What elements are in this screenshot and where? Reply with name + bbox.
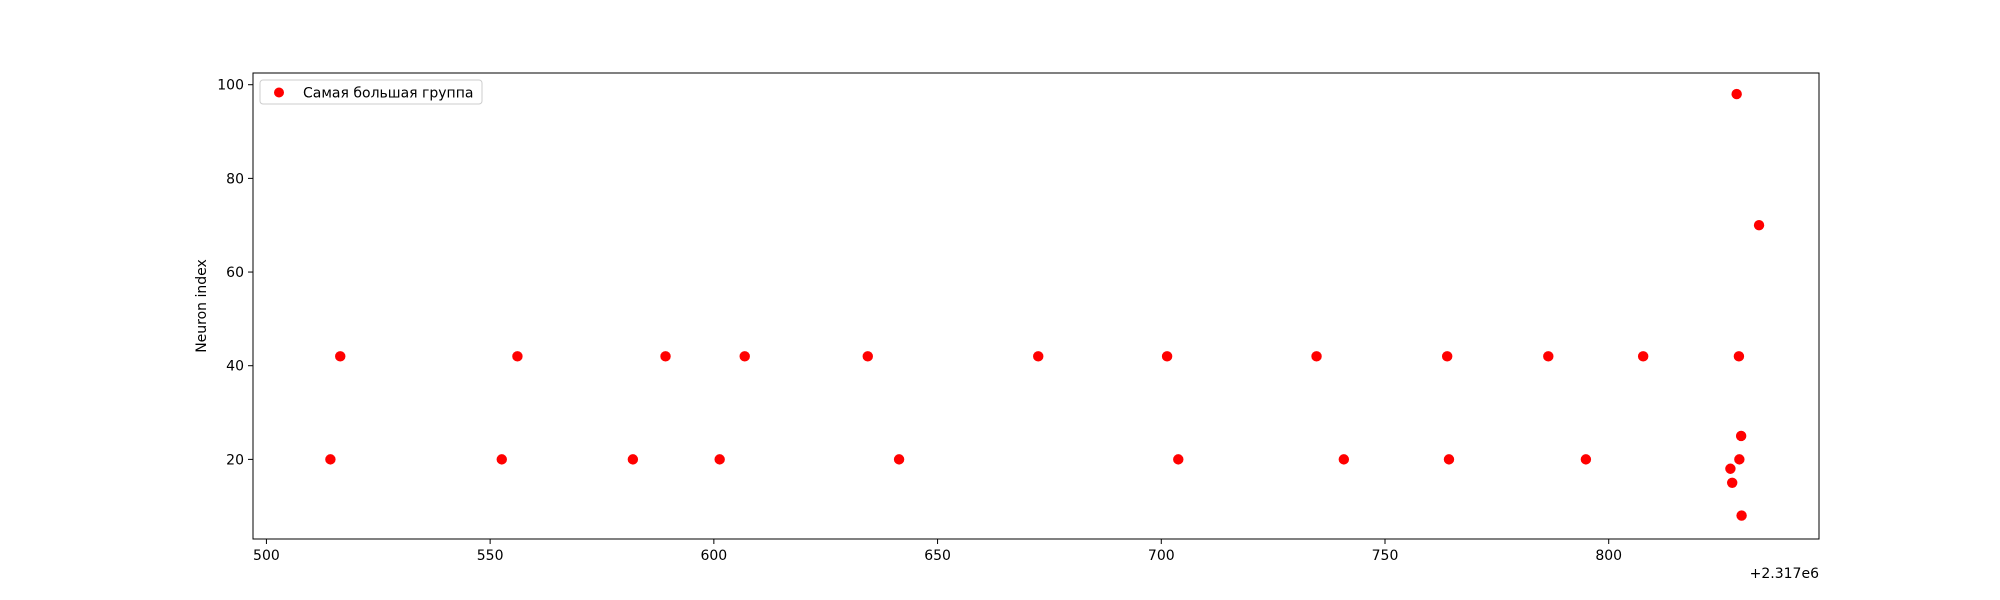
- data-point: [627, 454, 639, 465]
- data-point: [1443, 454, 1455, 465]
- y-tick-label: 80: [226, 171, 244, 187]
- data-point: [1441, 351, 1453, 362]
- plot-frame: [252, 72, 1820, 540]
- data-point: [1338, 454, 1350, 465]
- legend: Самая большая группа: [259, 79, 483, 105]
- points-layer: [325, 88, 1765, 521]
- x-tick-label: 650: [924, 548, 951, 564]
- data-point: [714, 454, 725, 465]
- x-axis-offset-label: +2.317e6: [1750, 566, 1819, 582]
- data-point: [1637, 351, 1649, 362]
- data-point: [1734, 454, 1745, 465]
- x-tick-label: 600: [700, 548, 727, 564]
- y-axis-ticks: 20 40 60 80 100: [217, 78, 253, 468]
- data-point: [1173, 454, 1184, 465]
- data-point: [1580, 454, 1592, 465]
- x-tick-label: 800: [1595, 548, 1622, 564]
- data-point: [512, 351, 523, 362]
- data-point: [1733, 351, 1745, 362]
- y-tick-label: 40: [226, 359, 244, 375]
- data-point: [893, 454, 905, 465]
- y-tick-label: 20: [226, 452, 244, 468]
- data-point: [1725, 463, 1736, 474]
- data-point: [1753, 220, 1765, 231]
- x-tick-label: 700: [1148, 548, 1175, 564]
- y-tick-label: 100: [217, 78, 244, 94]
- legend-box: [259, 79, 483, 105]
- data-point: [660, 351, 671, 362]
- x-axis-ticks: 500 550 600 650 700 750 800: [253, 539, 1622, 564]
- data-point: [325, 454, 336, 465]
- data-point: [335, 351, 346, 362]
- data-point: [1736, 510, 1747, 521]
- data-point: [739, 351, 750, 362]
- data-point: [1726, 477, 1738, 488]
- y-axis-label: Neuron index: [194, 259, 210, 353]
- data-point: [1731, 88, 1742, 100]
- data-point: [1033, 351, 1044, 362]
- data-point: [496, 454, 507, 465]
- legend-marker: [274, 87, 284, 98]
- data-point: [862, 351, 873, 362]
- legend-label: Самая большая группа: [303, 86, 473, 102]
- x-tick-label: 550: [477, 548, 504, 564]
- x-tick-label: 750: [1372, 548, 1399, 564]
- data-point: [1311, 351, 1322, 362]
- data-point: [1161, 351, 1173, 362]
- y-tick-label: 60: [226, 265, 244, 281]
- data-point: [1543, 351, 1554, 362]
- x-tick-label: 500: [253, 548, 280, 564]
- data-point: [1735, 430, 1747, 442]
